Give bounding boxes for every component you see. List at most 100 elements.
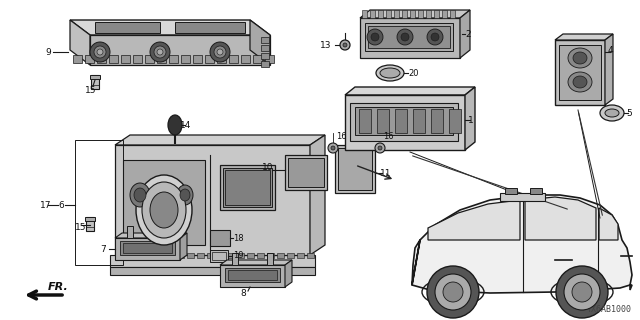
- Bar: [257, 253, 264, 258]
- Ellipse shape: [556, 266, 608, 318]
- Bar: [288, 158, 324, 187]
- Ellipse shape: [573, 52, 587, 64]
- Bar: [145, 55, 154, 63]
- Bar: [350, 103, 458, 141]
- Bar: [505, 188, 517, 194]
- Ellipse shape: [130, 183, 150, 207]
- Text: 11: 11: [380, 169, 392, 178]
- Bar: [220, 165, 275, 210]
- Bar: [386, 10, 391, 18]
- Bar: [355, 107, 453, 135]
- Bar: [431, 109, 443, 133]
- Text: 10: 10: [262, 163, 273, 172]
- Polygon shape: [90, 75, 100, 79]
- Bar: [307, 253, 314, 258]
- Bar: [378, 10, 383, 18]
- Text: 5: 5: [626, 108, 632, 117]
- Ellipse shape: [568, 48, 592, 68]
- Bar: [120, 241, 175, 255]
- Bar: [123, 243, 172, 253]
- Ellipse shape: [427, 29, 443, 45]
- Polygon shape: [345, 95, 465, 150]
- Bar: [137, 253, 144, 258]
- Text: 9: 9: [45, 47, 51, 57]
- Ellipse shape: [90, 42, 110, 62]
- Ellipse shape: [136, 175, 192, 245]
- Ellipse shape: [600, 105, 624, 121]
- Ellipse shape: [177, 185, 193, 205]
- Polygon shape: [175, 22, 245, 33]
- Polygon shape: [90, 35, 270, 65]
- Ellipse shape: [564, 274, 600, 310]
- Bar: [210, 250, 228, 262]
- Bar: [335, 145, 375, 193]
- Ellipse shape: [376, 65, 404, 81]
- Bar: [223, 168, 272, 207]
- Ellipse shape: [378, 146, 382, 150]
- Bar: [205, 55, 214, 63]
- Bar: [177, 253, 184, 258]
- Polygon shape: [70, 20, 270, 35]
- Ellipse shape: [97, 49, 103, 55]
- Bar: [261, 45, 269, 51]
- Bar: [91, 75, 99, 89]
- Polygon shape: [285, 260, 292, 287]
- Polygon shape: [460, 10, 470, 58]
- Ellipse shape: [375, 143, 385, 153]
- Polygon shape: [115, 238, 180, 260]
- Bar: [426, 10, 431, 18]
- Polygon shape: [360, 10, 470, 18]
- Polygon shape: [85, 217, 95, 221]
- Text: 17: 17: [40, 201, 51, 210]
- Bar: [267, 253, 274, 258]
- Bar: [287, 253, 294, 258]
- Bar: [395, 109, 407, 133]
- Ellipse shape: [431, 33, 439, 41]
- Bar: [253, 55, 262, 63]
- Text: 20: 20: [408, 68, 419, 77]
- Polygon shape: [310, 135, 325, 255]
- Bar: [167, 253, 174, 258]
- Bar: [377, 109, 389, 133]
- Text: 4: 4: [608, 45, 614, 54]
- Bar: [197, 253, 204, 258]
- Bar: [207, 253, 214, 258]
- Polygon shape: [555, 40, 605, 105]
- Bar: [225, 170, 270, 205]
- Bar: [193, 55, 202, 63]
- Bar: [121, 55, 130, 63]
- Text: 16: 16: [383, 132, 394, 140]
- Polygon shape: [220, 265, 285, 287]
- Bar: [85, 55, 94, 63]
- Bar: [109, 55, 118, 63]
- Bar: [297, 253, 304, 258]
- Ellipse shape: [435, 274, 471, 310]
- Polygon shape: [605, 34, 613, 105]
- Text: 15: 15: [85, 85, 97, 94]
- Bar: [261, 37, 269, 43]
- Ellipse shape: [134, 188, 146, 202]
- Ellipse shape: [210, 42, 230, 62]
- Bar: [261, 53, 269, 59]
- Ellipse shape: [380, 68, 400, 78]
- Polygon shape: [95, 22, 160, 33]
- Bar: [402, 10, 407, 18]
- Bar: [368, 26, 450, 48]
- Bar: [362, 10, 367, 18]
- Polygon shape: [345, 87, 475, 95]
- Ellipse shape: [331, 146, 335, 150]
- Polygon shape: [428, 200, 520, 240]
- Text: 14: 14: [180, 121, 191, 130]
- Polygon shape: [123, 160, 205, 245]
- Bar: [117, 253, 124, 258]
- Bar: [97, 55, 106, 63]
- Ellipse shape: [328, 143, 338, 153]
- Bar: [217, 55, 226, 63]
- Bar: [229, 55, 238, 63]
- Ellipse shape: [367, 29, 383, 45]
- Ellipse shape: [150, 42, 170, 62]
- Bar: [227, 253, 234, 258]
- Bar: [265, 55, 274, 63]
- Ellipse shape: [572, 282, 592, 302]
- Polygon shape: [465, 87, 475, 150]
